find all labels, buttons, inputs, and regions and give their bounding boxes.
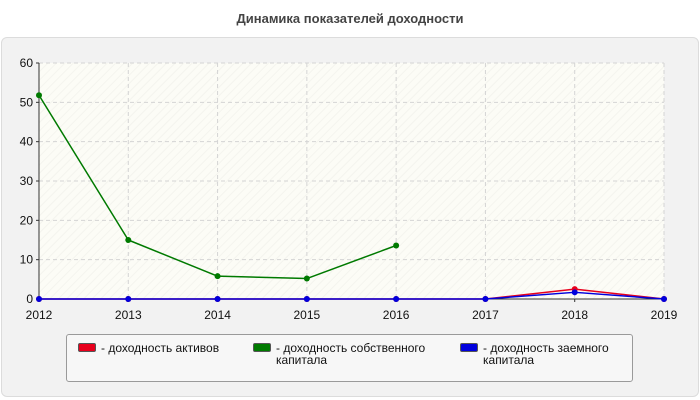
legend-label-assets: - доходность активов bbox=[101, 341, 220, 355]
series-2-point-0 bbox=[36, 296, 42, 302]
series-1-point-1 bbox=[125, 237, 132, 243]
y-tick-label-2: 20 bbox=[20, 213, 34, 227]
series-1-point-3 bbox=[303, 275, 310, 282]
series-2-point-3 bbox=[303, 296, 310, 302]
y-tick-label-1: 10 bbox=[20, 253, 34, 267]
y-tick-label-0: 0 bbox=[26, 292, 33, 306]
x-tick-label-0: 2012 bbox=[26, 308, 53, 322]
series-1-point-0 bbox=[36, 92, 42, 99]
x-tick-label-4: 2016 bbox=[383, 308, 410, 322]
series-2-point-2 bbox=[214, 296, 221, 302]
series-1-point-4 bbox=[393, 242, 400, 249]
legend-swatch-assets bbox=[78, 343, 96, 352]
series-2-point-6 bbox=[571, 289, 578, 296]
x-tick-label-5: 2017 bbox=[472, 308, 499, 322]
legend-label-debt: - доходность заемного капитала bbox=[483, 341, 609, 367]
series-1-point-2 bbox=[214, 273, 221, 280]
legend-swatch-equity bbox=[253, 343, 271, 352]
legend-swatch-debt bbox=[460, 343, 478, 352]
x-tick-label-1: 2013 bbox=[115, 308, 142, 322]
y-tick-label-3: 30 bbox=[20, 174, 34, 188]
legend-label-equity: - доходность собственного капитала bbox=[276, 341, 426, 367]
chart-legend: - доходность активов - доходность собств… bbox=[66, 334, 633, 382]
x-tick-label-2: 2014 bbox=[204, 308, 231, 322]
series-2-point-1 bbox=[125, 296, 132, 302]
series-2-line bbox=[39, 291, 665, 300]
series-2-point-4 bbox=[393, 296, 400, 302]
y-tick-label-5: 50 bbox=[20, 95, 34, 109]
series-2-point-7 bbox=[661, 296, 667, 302]
x-tick-label-6: 2018 bbox=[561, 308, 588, 322]
x-tick-label-3: 2015 bbox=[294, 308, 321, 322]
x-tick-label-7: 2019 bbox=[651, 308, 678, 322]
chart-title: Динамика показателей доходности bbox=[236, 11, 464, 26]
y-tick-label-6: 60 bbox=[20, 56, 34, 70]
series-2-point-5 bbox=[482, 296, 489, 302]
y-tick-label-4: 40 bbox=[20, 135, 34, 149]
